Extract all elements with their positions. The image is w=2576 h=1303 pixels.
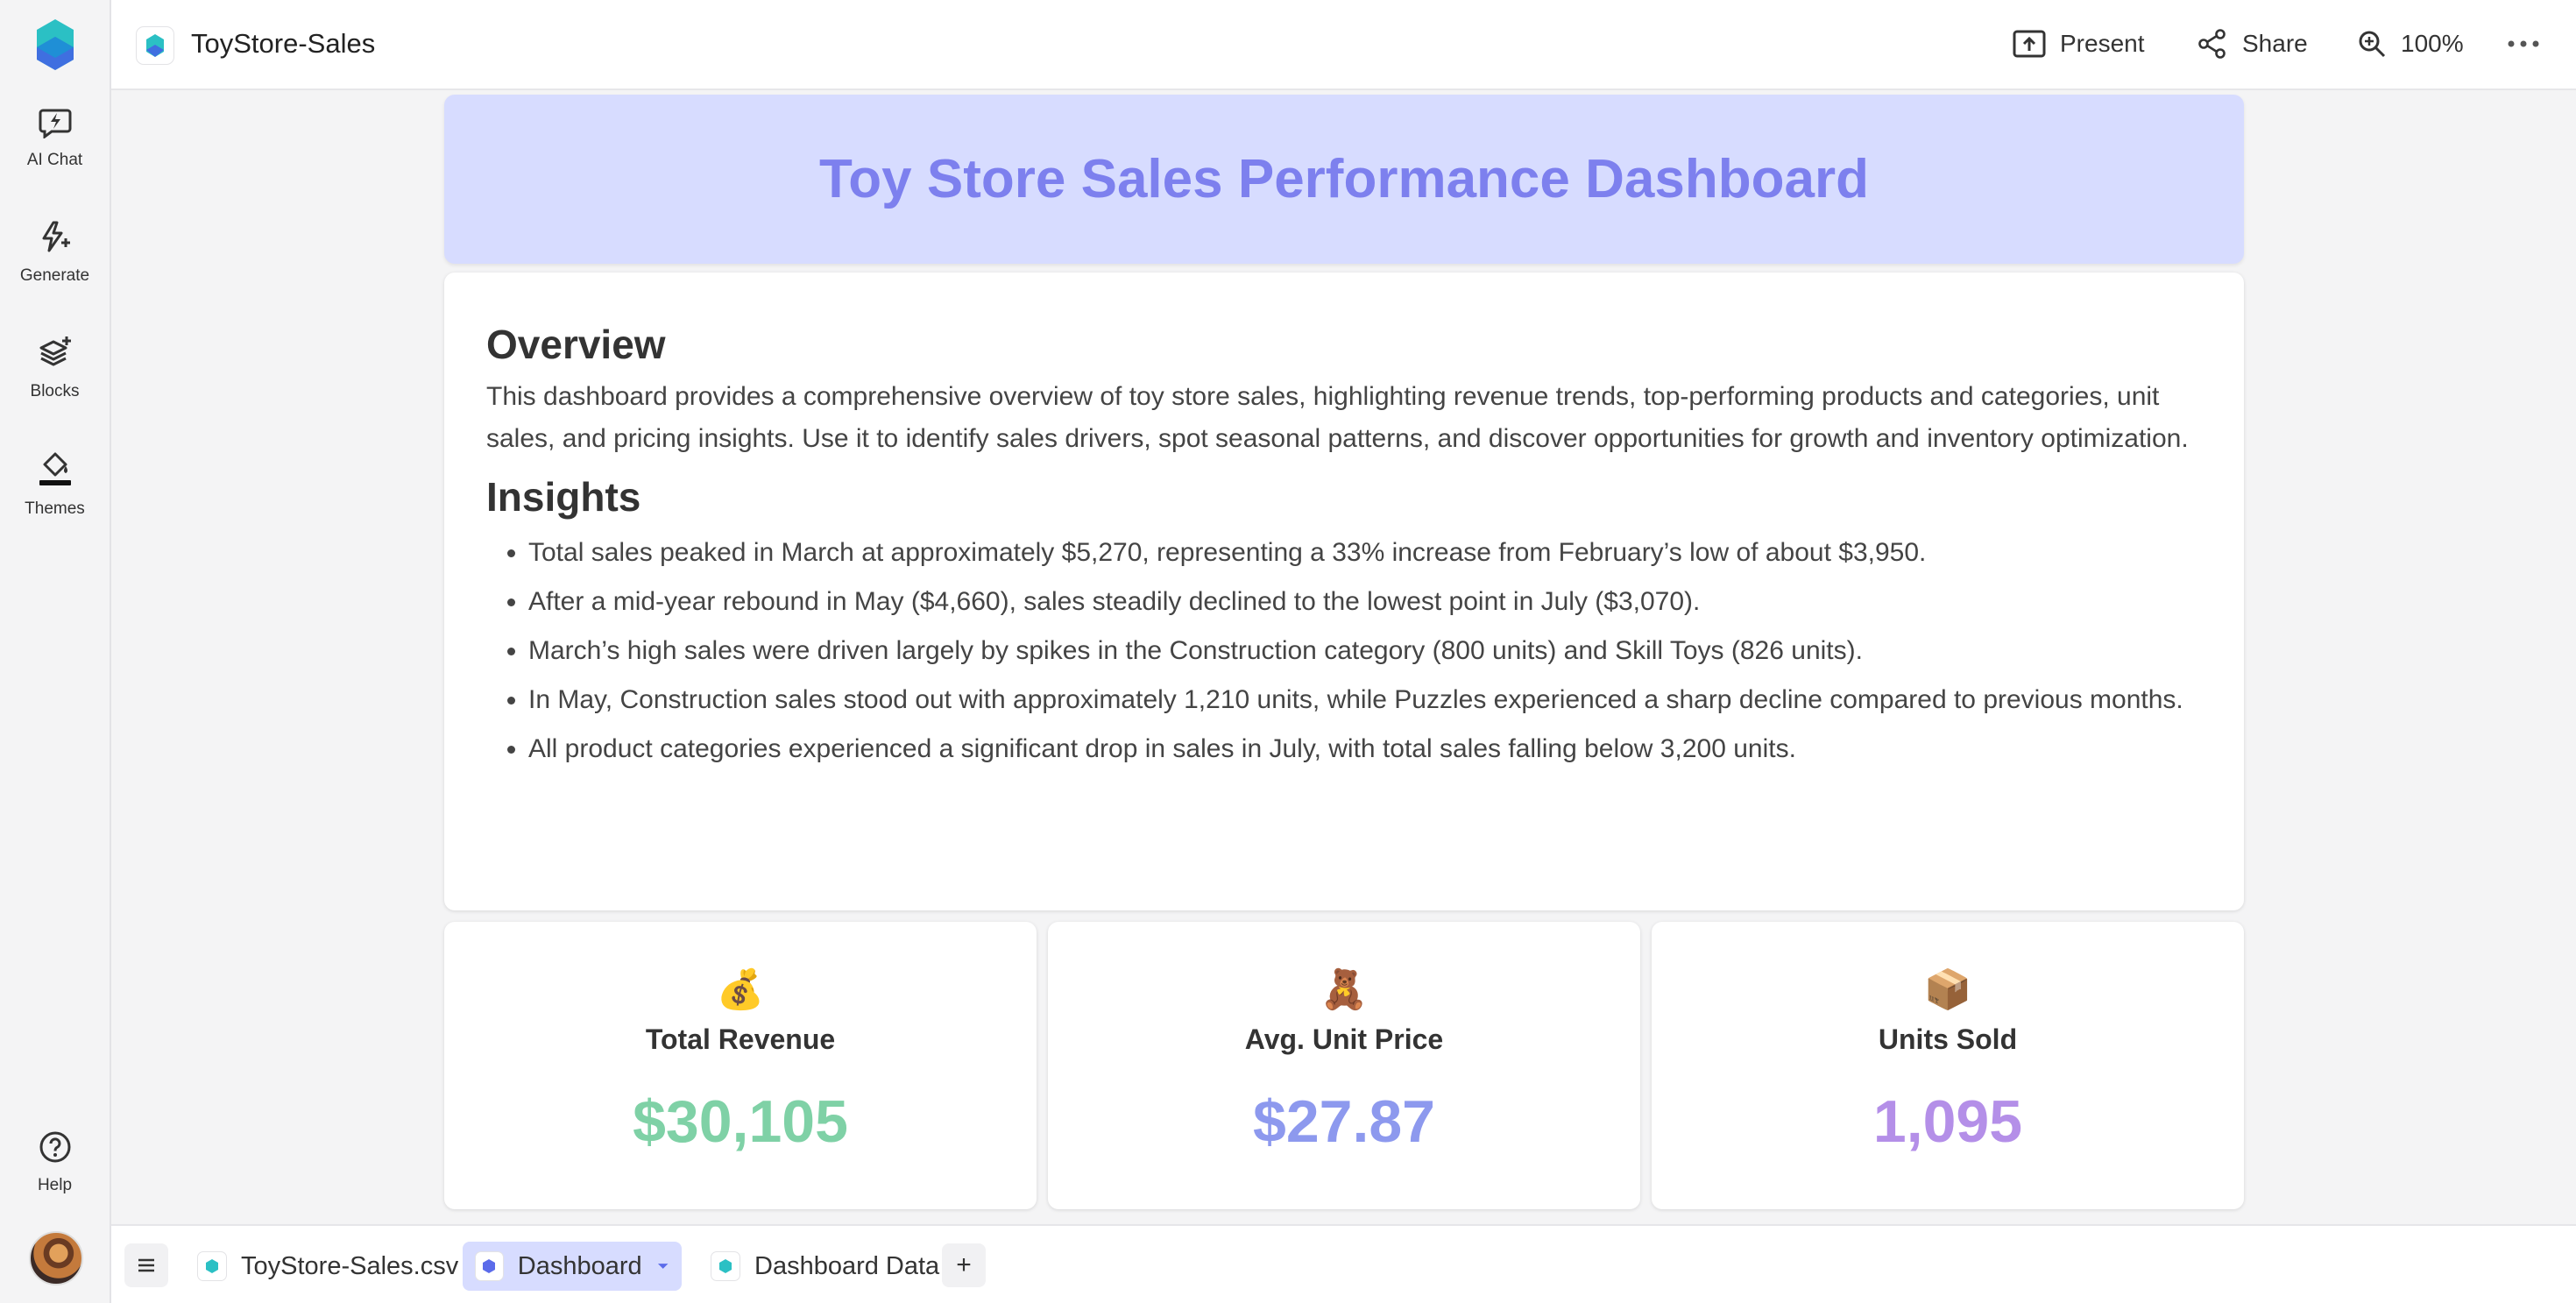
app-logo-icon[interactable] — [35, 18, 75, 72]
more-options-button[interactable] — [2507, 25, 2540, 63]
kpi-card-units-sold: 📦 Units Sold 1,095 — [1652, 922, 2244, 1209]
csv-file-icon — [197, 1251, 227, 1281]
left-rail: AI Chat Generate Blocks Themes Help — [0, 0, 111, 1303]
share-button[interactable]: Share — [2197, 25, 2308, 63]
dashboard-title: Toy Store Sales Performance Dashboard — [819, 149, 1869, 209]
hamburger-menu-icon — [138, 1258, 154, 1272]
insight-item: All product categories experienced a sig… — [528, 728, 2196, 770]
tab-label: ToyStore-Sales.csv — [241, 1251, 459, 1280]
chevron-down-icon[interactable] — [656, 1262, 669, 1271]
sheet-tab-bar: ToyStore-Sales.csv Dashboard Dashboard D… — [111, 1224, 2576, 1303]
present-icon — [2013, 30, 2046, 58]
document-icon — [136, 26, 174, 65]
overview-text: This dashboard provides a comprehensive … — [486, 382, 2189, 453]
more-horizontal-icon — [2508, 40, 2539, 47]
add-tab-button[interactable]: + — [942, 1243, 986, 1287]
insight-item: Total sales peaked in March at approxima… — [528, 532, 2196, 574]
rail-item-generate[interactable]: Generate — [0, 219, 110, 286]
tab-label: Dashboard Data — [754, 1251, 940, 1280]
rail-label-help: Help — [37, 1176, 73, 1194]
kpi-card-total-revenue: 💰 Total Revenue $30,105 — [444, 922, 1037, 1209]
teddy-bear-icon: 🧸 — [1320, 968, 1369, 1011]
share-label: Share — [2242, 30, 2308, 57]
kpi-label: Avg. Unit Price — [1244, 1023, 1444, 1055]
present-button[interactable]: Present — [2013, 25, 2145, 63]
zoom-control[interactable]: 100% — [2357, 25, 2464, 63]
tab-dashboard[interactable]: Dashboard — [463, 1242, 682, 1291]
kpi-value: 1,095 — [1872, 1088, 2023, 1155]
lightning-chat-icon — [39, 109, 71, 138]
kpi-card-avg-unit-price: 🧸 Avg. Unit Price $27.87 — [1048, 922, 1640, 1209]
rail-item-help[interactable]: Help — [0, 1130, 110, 1195]
rail-item-blocks[interactable]: Blocks — [0, 335, 110, 401]
insights-list: Total sales peaked in March at approxima… — [486, 532, 2196, 770]
tab-toystore-sales-csv[interactable]: ToyStore-Sales.csv — [185, 1242, 471, 1291]
sheets-menu-button[interactable] — [124, 1243, 168, 1287]
insight-item: After a mid-year rebound in May ($4,660)… — [528, 581, 2196, 623]
dashboard-title-card: Toy Store Sales Performance Dashboard — [444, 95, 2244, 264]
document-title[interactable]: ToyStore-Sales — [191, 28, 376, 59]
sparkle-bolt-icon — [42, 221, 70, 252]
kpi-label: Units Sold — [1878, 1023, 2018, 1055]
kpi-value: $27.87 — [1253, 1088, 1435, 1155]
package-icon: 📦 — [1923, 968, 1972, 1011]
kpi-value: $30,105 — [633, 1088, 848, 1155]
present-label: Present — [2060, 30, 2145, 57]
kpi-label: Total Revenue — [645, 1023, 836, 1055]
overview-heading: Overview — [486, 322, 666, 367]
rail-label-generate: Generate — [19, 266, 90, 285]
money-bag-icon: 💰 — [716, 968, 765, 1011]
help-icon — [39, 1131, 70, 1163]
paint-bucket-icon — [39, 452, 71, 485]
rail-item-ai-chat[interactable]: AI Chat — [0, 103, 110, 170]
layers-plus-icon — [39, 336, 71, 366]
share-icon — [2198, 29, 2226, 59]
rail-label-themes: Themes — [25, 499, 85, 518]
tab-dashboard-data[interactable]: Dashboard Data — [698, 1242, 952, 1291]
tab-label: Dashboard — [517, 1251, 642, 1280]
overview-card: Overview This dashboard provides a compr… — [444, 273, 2244, 910]
insight-item: March’s high sales were driven largely b… — [528, 630, 2196, 672]
zoom-level: 100% — [2401, 30, 2464, 57]
dashboard-file-icon — [475, 1251, 504, 1281]
top-bar: ToyStore-Sales Present Share 100% — [111, 0, 2576, 90]
rail-label-blocks: Blocks — [30, 382, 80, 400]
rail-label-ai-chat: AI Chat — [26, 151, 83, 169]
zoom-icon — [2359, 31, 2386, 58]
rail-item-themes[interactable]: Themes — [0, 449, 110, 519]
insight-item: In May, Construction sales stood out wit… — [528, 679, 2196, 721]
insights-heading: Insights — [486, 474, 641, 520]
data-file-icon — [711, 1251, 740, 1281]
avatar[interactable] — [29, 1231, 83, 1285]
